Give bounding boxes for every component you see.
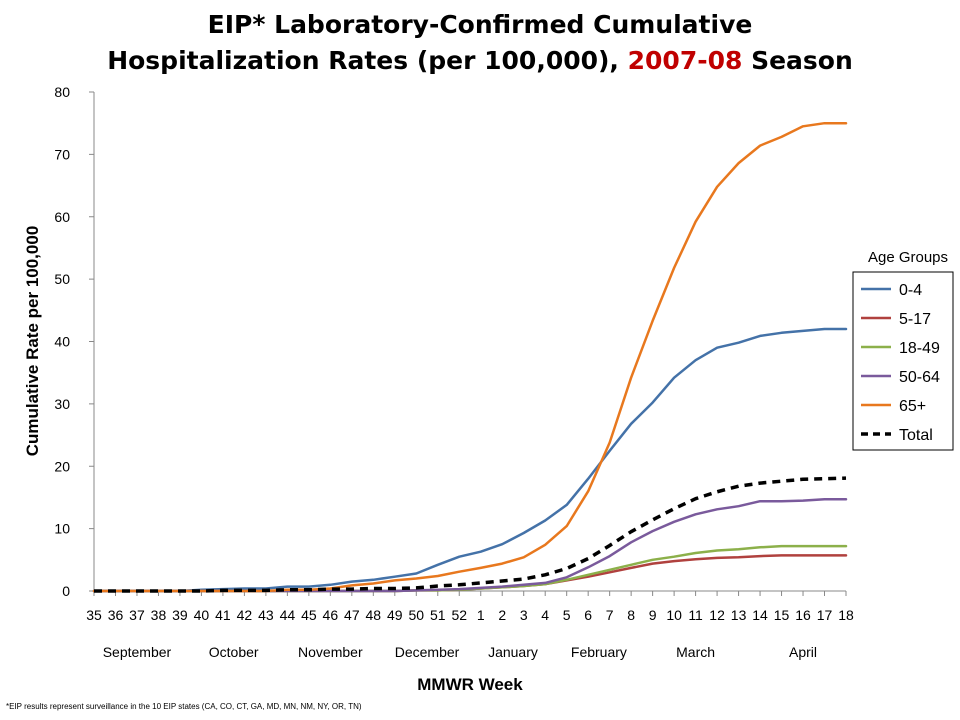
chart-title-line-1: EIP* Laboratory-Confirmed Cumulative bbox=[207, 10, 753, 39]
x-tick-label: 16 bbox=[795, 607, 811, 623]
y-tick-label: 70 bbox=[54, 146, 70, 162]
month-label: December bbox=[395, 644, 460, 660]
y-tick-label: 20 bbox=[54, 458, 70, 474]
series-line-0-4 bbox=[92, 327, 848, 593]
x-tick-label: 13 bbox=[731, 607, 747, 623]
x-tick-label: 37 bbox=[129, 607, 145, 623]
chart-title-text: Hospitalization Rates (per 100,000), bbox=[107, 46, 628, 75]
chart-series-lines bbox=[92, 121, 848, 593]
x-tick-label: 8 bbox=[627, 607, 635, 623]
x-tick-label: 48 bbox=[366, 607, 382, 623]
x-tick-label: 1 bbox=[477, 607, 485, 623]
x-tick-label: 45 bbox=[301, 607, 317, 623]
x-tick-label: 52 bbox=[451, 607, 467, 623]
x-axis-title: MMWR Week bbox=[417, 675, 523, 694]
legend-label: 5-17 bbox=[899, 311, 931, 328]
x-tick-label: 11 bbox=[688, 607, 703, 623]
y-tick-label: 50 bbox=[54, 271, 70, 287]
x-tick-label: 3 bbox=[520, 607, 528, 623]
month-label: April bbox=[789, 644, 817, 660]
x-tick-label: 42 bbox=[237, 607, 253, 623]
legend-label: 50-64 bbox=[899, 369, 940, 386]
chart-title-line-2: Hospitalization Rates (per 100,000), 200… bbox=[0, 46, 960, 75]
month-label: March bbox=[676, 644, 715, 660]
x-tick-label: 18 bbox=[838, 607, 854, 623]
series-line-50-64 bbox=[92, 498, 848, 593]
x-tick-label: 38 bbox=[151, 607, 167, 623]
y-tick-label: 30 bbox=[54, 396, 70, 412]
legend-label: Total bbox=[899, 427, 933, 444]
y-tick-label: 60 bbox=[54, 209, 70, 225]
y-tick-label: 80 bbox=[54, 84, 70, 100]
series-line-total bbox=[94, 476, 847, 593]
y-tick-label: 10 bbox=[54, 521, 70, 537]
chart-title-suffix: Season bbox=[742, 46, 853, 75]
month-label: November bbox=[298, 644, 363, 660]
month-label: September bbox=[103, 644, 172, 660]
legend-label: 0-4 bbox=[899, 282, 922, 299]
x-tick-label: 50 bbox=[408, 607, 424, 623]
x-tick-label: 39 bbox=[172, 607, 188, 623]
legend-label: 65+ bbox=[899, 398, 926, 415]
x-tick-label: 44 bbox=[280, 607, 296, 623]
x-tick-label: 36 bbox=[108, 607, 124, 623]
y-tick-label: 0 bbox=[62, 583, 70, 599]
chart-legend: Age Groups 0-4 5-17 18-49 50-64 65+ Total bbox=[852, 249, 954, 451]
x-tick-label: 47 bbox=[344, 607, 360, 623]
legend-label: 18-49 bbox=[899, 340, 940, 357]
month-label: October bbox=[209, 644, 259, 660]
x-tick-label: 4 bbox=[541, 607, 549, 623]
x-tick-label: 12 bbox=[709, 607, 725, 623]
x-tick-label: 10 bbox=[666, 607, 682, 623]
x-tick-label: 43 bbox=[258, 607, 274, 623]
series-line-5-17 bbox=[92, 554, 848, 593]
x-tick-label: 14 bbox=[752, 607, 768, 623]
chart-title-season: 2007-08 bbox=[627, 46, 743, 75]
y-tick-label: 40 bbox=[54, 334, 70, 350]
x-tick-label: 7 bbox=[606, 607, 614, 623]
x-tick-label: 41 bbox=[215, 607, 231, 623]
x-tick-label: 40 bbox=[194, 607, 210, 623]
x-tick-label: 46 bbox=[323, 607, 339, 623]
x-tick-label: 15 bbox=[774, 607, 790, 623]
x-tick-label: 6 bbox=[584, 607, 592, 623]
x-tick-label: 35 bbox=[86, 607, 102, 623]
x-tick-label: 5 bbox=[563, 607, 571, 623]
footnote: *EIP results represent surveillance in t… bbox=[6, 702, 362, 711]
x-tick-label: 17 bbox=[817, 607, 833, 623]
month-label: February bbox=[571, 644, 627, 660]
y-axis-title: Cumulative Rate per 100,000 bbox=[23, 226, 42, 457]
series-line-65- bbox=[92, 121, 848, 593]
x-tick-label: 49 bbox=[387, 607, 403, 623]
x-tick-label: 51 bbox=[430, 607, 446, 623]
legend-box bbox=[852, 271, 954, 451]
x-tick-label: 9 bbox=[649, 607, 657, 623]
month-label: January bbox=[488, 644, 538, 660]
legend-title: Age Groups bbox=[868, 249, 948, 266]
x-tick-label: 2 bbox=[498, 607, 506, 623]
